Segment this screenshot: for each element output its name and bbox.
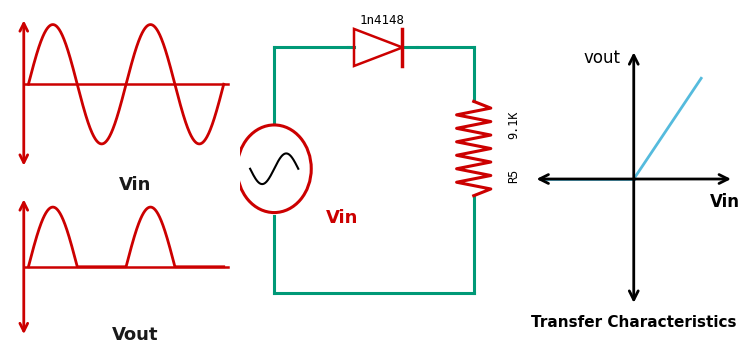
Text: 9.1K: 9.1K [507, 111, 520, 139]
Text: Transfer Characteristics: Transfer Characteristics [531, 315, 736, 330]
Text: Vin: Vin [710, 193, 740, 211]
Text: vout: vout [584, 49, 621, 67]
Text: Vout: Vout [112, 326, 159, 344]
Text: Vin: Vin [119, 176, 152, 193]
Text: 1n4148: 1n4148 [360, 14, 405, 27]
Text: Vin: Vin [326, 209, 358, 227]
Text: R5: R5 [507, 168, 520, 183]
